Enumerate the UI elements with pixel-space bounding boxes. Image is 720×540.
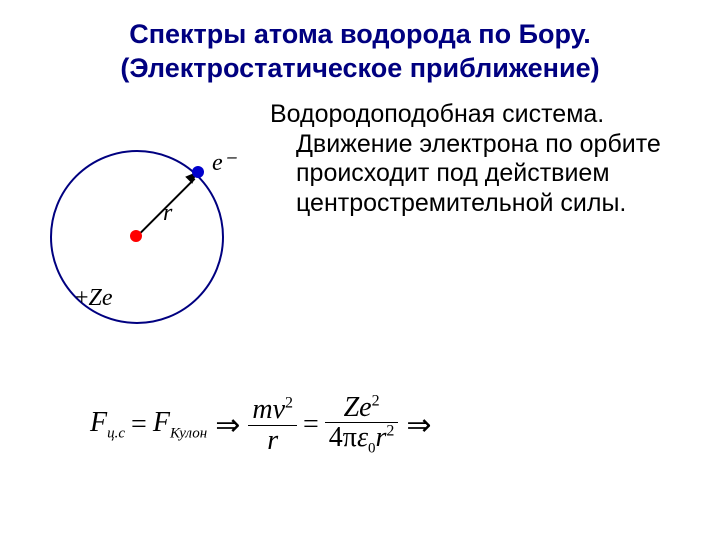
desc-rest: Движение электрона по орбите происходит … bbox=[270, 130, 700, 219]
arrow-1: ⇒ bbox=[207, 408, 248, 443]
nucleus-label: +Ze bbox=[75, 285, 113, 312]
electron-dot bbox=[192, 166, 204, 178]
arrow-2: ⇒ bbox=[398, 408, 439, 443]
f-coulomb: FКулон bbox=[153, 407, 207, 443]
atom-diagram: e⁻ r +Ze bbox=[30, 120, 260, 350]
radius-label: r bbox=[163, 200, 172, 227]
desc-line-1: Водородоподобная система. bbox=[270, 100, 604, 128]
description-text: Водородоподобная система. Движение элект… bbox=[270, 100, 700, 218]
eq-1: = bbox=[125, 409, 153, 441]
formula: Fц.с = FКулон ⇒ mv2 r = Ze2 4πε0r2 ⇒ bbox=[90, 385, 650, 465]
nucleus-dot bbox=[130, 230, 142, 242]
eq-2: = bbox=[297, 409, 325, 441]
frac-ze2: Ze2 4πε0r2 bbox=[325, 393, 399, 458]
title-line-2: (Электростатическое приближение) bbox=[0, 52, 720, 86]
f-lhs: Fц.с bbox=[90, 407, 125, 443]
frac-mv2-r: mv2 r bbox=[248, 395, 297, 455]
electron-label-text: e⁻ bbox=[212, 150, 235, 176]
electron-label: e⁻ bbox=[212, 148, 235, 177]
slide-title: Спектры атома водорода по Бору. (Электро… bbox=[0, 0, 720, 86]
title-line-1: Спектры атома водорода по Бору. bbox=[0, 18, 720, 52]
